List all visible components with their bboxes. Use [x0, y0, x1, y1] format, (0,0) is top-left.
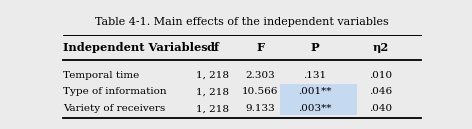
Text: 2.303: 2.303	[245, 71, 275, 80]
Text: 1, 218: 1, 218	[196, 87, 229, 96]
Text: .001**: .001**	[298, 87, 332, 96]
Text: Variety of receivers: Variety of receivers	[63, 104, 165, 113]
Text: Temporal time: Temporal time	[63, 71, 139, 80]
Text: 9.133: 9.133	[245, 104, 275, 113]
Text: Independent Variables: Independent Variables	[63, 42, 207, 53]
Text: P: P	[311, 42, 320, 53]
Text: Type of information: Type of information	[63, 87, 166, 96]
Text: .010: .010	[370, 71, 392, 80]
Text: .046: .046	[370, 87, 392, 96]
Bar	[280, 83, 357, 100]
Text: η2: η2	[373, 42, 389, 53]
Text: 1, 218: 1, 218	[196, 104, 229, 113]
Text: .040: .040	[370, 104, 392, 113]
Text: Table 4-1. Main effects of the independent variables: Table 4-1. Main effects of the independe…	[95, 17, 389, 27]
Text: df: df	[206, 42, 219, 53]
Text: .131: .131	[303, 71, 327, 80]
Text: F: F	[256, 42, 264, 53]
Text: .003**: .003**	[298, 104, 332, 113]
Text: 1, 218: 1, 218	[196, 71, 229, 80]
Text: 10.566: 10.566	[242, 87, 278, 96]
Bar	[280, 100, 357, 117]
